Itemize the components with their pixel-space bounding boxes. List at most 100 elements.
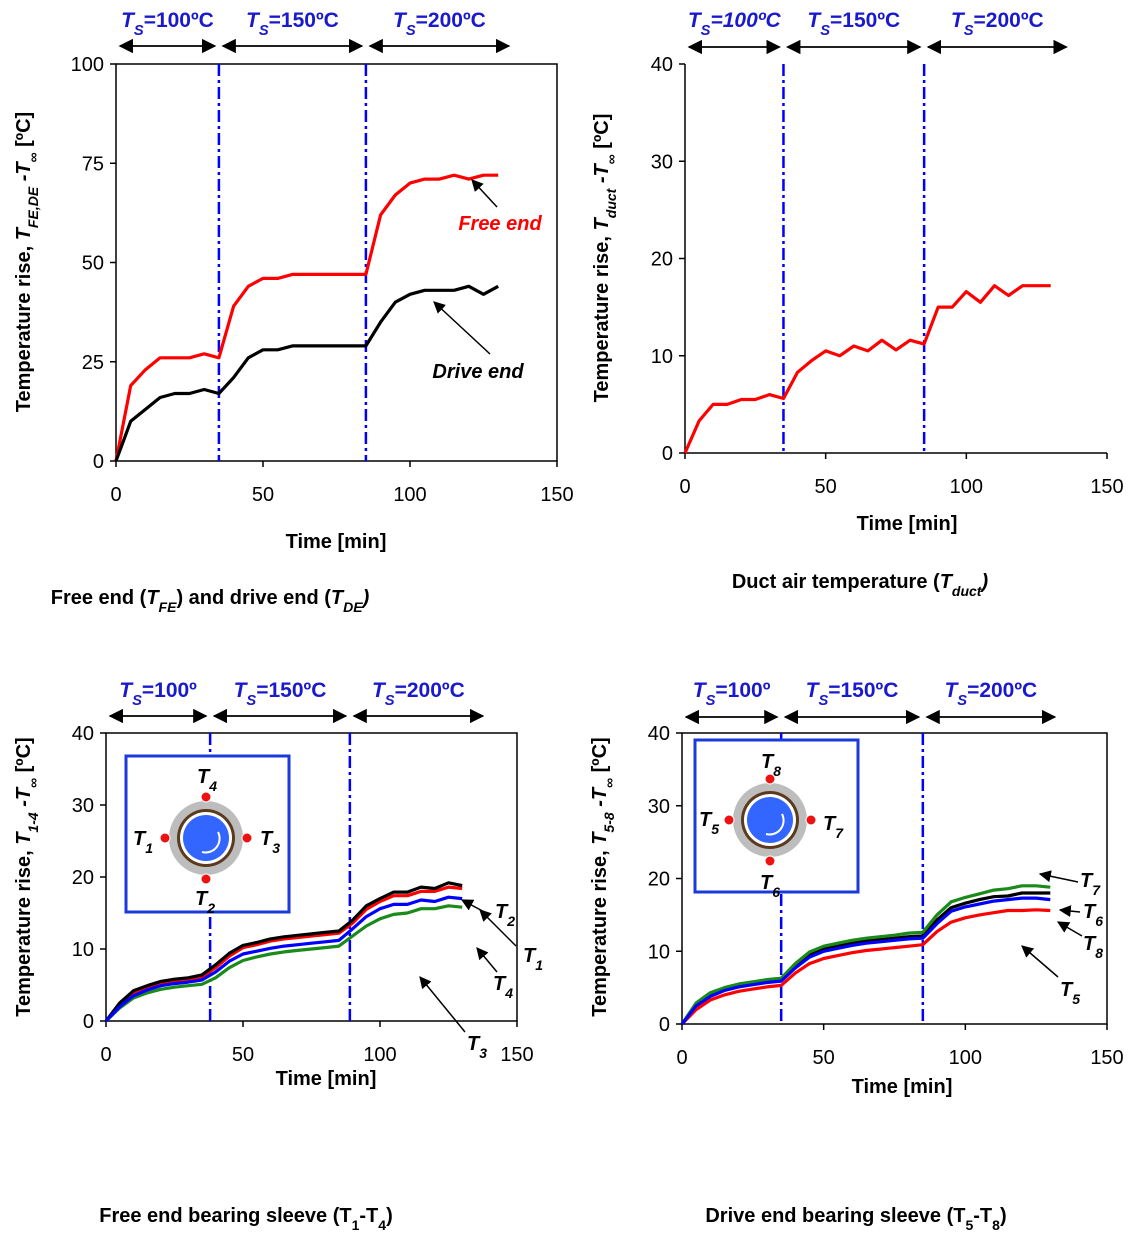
text-run: =200ºC xyxy=(967,679,1037,702)
text-run: T xyxy=(1060,979,1074,1001)
text-run: =100ºC xyxy=(710,9,781,32)
data-line xyxy=(114,173,499,462)
caption: Duct air temperature (Tduct) xyxy=(732,571,989,599)
text-run: 4 xyxy=(208,778,217,794)
phase-label: TS=100ºC xyxy=(121,9,214,39)
text-run: Temperature rise, xyxy=(591,230,613,402)
text-run: -T xyxy=(589,786,611,812)
text-run: 2 xyxy=(506,913,515,929)
text-run: ) xyxy=(979,571,988,593)
y-axis-label: Temperature rise, Tduct -T∞ [ºC] xyxy=(591,114,619,403)
text-run: =150ºC xyxy=(256,679,326,702)
text-run: FE xyxy=(159,599,178,615)
y-tick-label: 25 xyxy=(82,352,104,374)
text-run: 7 xyxy=(835,825,844,841)
text-run: 6 xyxy=(1095,913,1103,929)
x-tick-label: 150 xyxy=(1090,476,1123,498)
text-run: ) xyxy=(1000,1205,1007,1227)
y-tick-label: 10 xyxy=(648,941,670,963)
text-run: S xyxy=(818,693,828,709)
sensor-label: T8 xyxy=(761,751,781,779)
rotation-arrow xyxy=(201,831,221,854)
text-run: [ºC] xyxy=(591,114,613,155)
y-tick-label: 0 xyxy=(659,1014,670,1036)
phase-label: TS=150ºC xyxy=(807,9,900,39)
x-axis-label: Time [min] xyxy=(852,1076,953,1098)
text-run: 1 xyxy=(145,840,153,856)
series-label: T1 xyxy=(523,945,543,973)
text-run: 5 xyxy=(965,1217,973,1233)
x-tick-label: 150 xyxy=(540,484,573,506)
sensor-label: T2 xyxy=(195,888,215,916)
text-run: T xyxy=(1080,870,1094,892)
text-run: =150ºC xyxy=(269,9,339,32)
phase-label: TS=150ºC xyxy=(246,9,339,39)
text-run: 4 xyxy=(504,985,513,1001)
text-run: T xyxy=(195,888,209,910)
text-run: T xyxy=(331,587,345,609)
text-run: Temperature rise, xyxy=(589,845,611,1017)
text-run: =200ºC xyxy=(974,9,1044,32)
sensor-dot xyxy=(200,791,212,803)
text-run: T xyxy=(495,901,509,923)
text-run: 4 xyxy=(378,1217,386,1233)
text-run: T xyxy=(197,766,211,788)
y-tick-label: 20 xyxy=(72,867,94,889)
y-tick-label: 10 xyxy=(72,939,94,961)
sensor-label: T1 xyxy=(133,828,153,856)
text-run: ) xyxy=(361,587,370,609)
y-tick-label: 75 xyxy=(82,153,104,175)
text-run: T xyxy=(688,9,703,32)
phase-label: TS=100º xyxy=(693,679,771,709)
text-run: T xyxy=(13,226,35,240)
text-run: =200ºC xyxy=(416,9,486,32)
text-run: 5 xyxy=(1072,991,1080,1007)
data-line xyxy=(104,881,463,1022)
y-tick-label: 100 xyxy=(71,54,104,76)
data-line xyxy=(114,284,499,462)
text-run: T xyxy=(951,9,966,32)
plot-frame xyxy=(115,63,558,462)
annotation-arrow xyxy=(471,179,498,208)
text-run: T xyxy=(693,679,708,702)
data-line xyxy=(683,284,1051,454)
x-tick-label: 100 xyxy=(949,1047,982,1069)
y-axis-label: Temperature rise, TFE,DE -T∞ [ºC] xyxy=(13,112,41,412)
text-run: T xyxy=(119,679,134,702)
phase-label: TS=200ºC xyxy=(951,9,1044,39)
x-tick-label: 50 xyxy=(815,476,837,498)
text-run: Temperature rise, xyxy=(13,845,35,1017)
text-run: T xyxy=(760,872,774,894)
text-run: FE,DE xyxy=(25,186,41,228)
text-run: duct xyxy=(603,187,619,218)
annotation-arrow xyxy=(1038,870,1079,883)
caption: Free end bearing sleeve (T1-T4) xyxy=(99,1205,392,1233)
text-run: 8 xyxy=(773,763,781,779)
sensor-label: T6 xyxy=(760,872,780,900)
sensor-label: T3 xyxy=(260,828,280,856)
text-run: Drive end bearing sleeve (T xyxy=(705,1205,965,1227)
sensor-dot xyxy=(159,832,171,844)
text-run: T xyxy=(591,216,613,230)
text-run: ∞ xyxy=(601,778,617,788)
text-run: -T xyxy=(973,1205,992,1227)
text-run: =200ºC xyxy=(395,679,465,702)
text-run: S xyxy=(957,693,967,709)
sensor-dot xyxy=(764,773,776,785)
text-run: Duct air temperature ( xyxy=(732,571,940,593)
text-run: T xyxy=(246,9,261,32)
text-run: S xyxy=(701,23,711,39)
series-label: T3 xyxy=(467,1033,487,1061)
data-line xyxy=(680,884,1051,1025)
text-run: -T xyxy=(359,1205,378,1227)
text-run: 6 xyxy=(772,884,780,900)
text-run: ∞ xyxy=(25,152,41,162)
series-label: Drive end xyxy=(432,361,524,383)
text-run: S xyxy=(964,23,974,39)
text-run: [ºC] xyxy=(589,737,611,778)
text-run: S xyxy=(132,693,142,709)
text-run: T xyxy=(699,809,713,831)
phase-label: TS=100ºC xyxy=(688,9,782,39)
text-run: T xyxy=(13,831,35,845)
phase-label: TS=200ºC xyxy=(372,679,465,709)
